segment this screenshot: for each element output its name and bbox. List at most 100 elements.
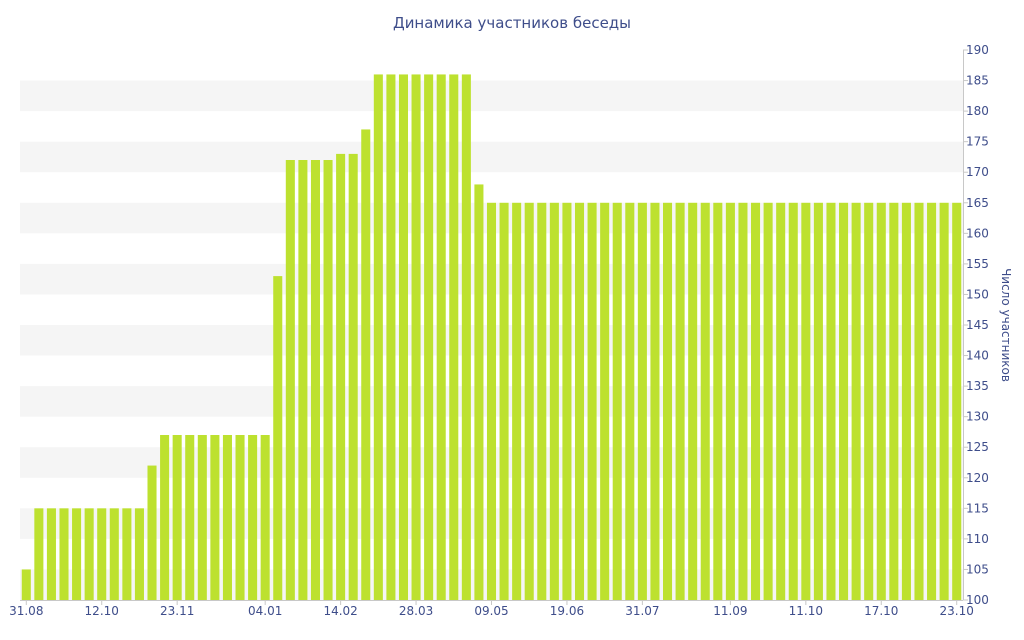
- bar: [512, 202, 522, 600]
- bar: [549, 202, 559, 600]
- x-tick-label: 28.03: [399, 604, 433, 618]
- bar: [927, 202, 937, 600]
- bar: [725, 202, 735, 600]
- bar: [436, 74, 446, 600]
- bar: [386, 74, 396, 600]
- x-tick-label: 11.09: [713, 604, 747, 618]
- bar: [424, 74, 434, 600]
- x-tick-label: 31.08: [9, 604, 43, 618]
- bar: [197, 435, 207, 600]
- bar: [851, 202, 861, 600]
- x-tick-label: 14.02: [323, 604, 357, 618]
- bar: [109, 508, 119, 600]
- bar: [235, 435, 245, 600]
- y-tick-label: 100: [966, 593, 989, 607]
- bar: [537, 202, 547, 600]
- bar: [751, 202, 761, 600]
- bar: [248, 435, 258, 600]
- bar: [914, 202, 924, 600]
- y-tick-label: 150: [966, 287, 989, 301]
- bar: [210, 435, 220, 600]
- y-tick-label: 130: [966, 410, 989, 424]
- bar: [663, 202, 673, 600]
- bar: [776, 202, 786, 600]
- bar: [876, 202, 886, 600]
- bar: [273, 276, 283, 600]
- bar: [46, 508, 56, 600]
- y-tick-label: 145: [966, 318, 989, 332]
- bar: [147, 465, 157, 600]
- y-axis: 100 105 110 115 120 125 130 135 140 145 150 155 160 1…: [963, 43, 989, 607]
- x-tick-label: 09.05: [474, 604, 508, 618]
- bar: [826, 202, 836, 600]
- y-tick-label: 115: [966, 501, 989, 515]
- y-tick-label: 175: [966, 135, 989, 149]
- bar: [160, 435, 170, 600]
- bar: [612, 202, 622, 600]
- bar: [839, 202, 849, 600]
- y-tick-label: 105: [966, 562, 989, 576]
- bar: [763, 202, 773, 600]
- bar: [738, 202, 748, 600]
- bar: [650, 202, 660, 600]
- bar: [298, 160, 308, 600]
- bar: [361, 129, 371, 600]
- bar: [562, 202, 572, 600]
- y-tick-label: 110: [966, 532, 989, 546]
- bar: [323, 160, 333, 600]
- bar: [813, 202, 823, 600]
- y-tick-label: 140: [966, 349, 989, 363]
- x-tick-label: 12.10: [85, 604, 119, 618]
- bar: [134, 508, 144, 600]
- bar: [97, 508, 107, 600]
- bar: [373, 74, 383, 600]
- bar: [348, 153, 358, 600]
- bar: [600, 202, 610, 600]
- bar: [574, 202, 585, 600]
- bar: [411, 74, 421, 600]
- bar: [172, 435, 182, 600]
- bar: [59, 508, 69, 600]
- bar: [474, 184, 484, 600]
- bar: [336, 153, 346, 600]
- x-tick-label: 11.10: [789, 604, 823, 618]
- bar: [285, 160, 295, 600]
- bar: [222, 435, 232, 600]
- y-tick-label: 190: [966, 43, 989, 57]
- bar: [21, 569, 31, 600]
- bar: [675, 202, 685, 600]
- x-tick-label: 23.10: [940, 604, 974, 618]
- y-tick-label: 135: [966, 379, 989, 393]
- bar: [122, 508, 132, 600]
- bar: [310, 160, 320, 600]
- y-tick-label: 185: [966, 74, 989, 88]
- grid-band: [20, 141, 963, 173]
- x-tick-label: 23.11: [160, 604, 194, 618]
- bar: [461, 74, 471, 600]
- y-tick-label: 120: [966, 471, 989, 485]
- y-tick-label: 160: [966, 226, 989, 240]
- y-tick-label: 165: [966, 196, 989, 210]
- grid-band: [20, 80, 963, 112]
- bar: [34, 508, 44, 600]
- bar: [864, 202, 874, 600]
- bar: [952, 202, 962, 600]
- x-tick-label: 04.01: [248, 604, 282, 618]
- bar: [625, 202, 635, 600]
- bar: [587, 202, 597, 600]
- bar: [939, 202, 949, 600]
- y-tick-label: 180: [966, 104, 989, 118]
- y-axis-label: Число участников: [999, 268, 1013, 382]
- y-tick-label: 155: [966, 257, 989, 271]
- x-tick-label: 17.10: [864, 604, 898, 618]
- bar-series: [21, 74, 962, 600]
- chart-title: Динамика участников беседы: [393, 14, 631, 32]
- bar: [260, 435, 270, 600]
- bar: [637, 202, 647, 600]
- x-tick-label: 31.07: [625, 604, 659, 618]
- bar: [788, 202, 798, 600]
- bar: [486, 202, 497, 600]
- y-tick-label: 125: [966, 440, 989, 454]
